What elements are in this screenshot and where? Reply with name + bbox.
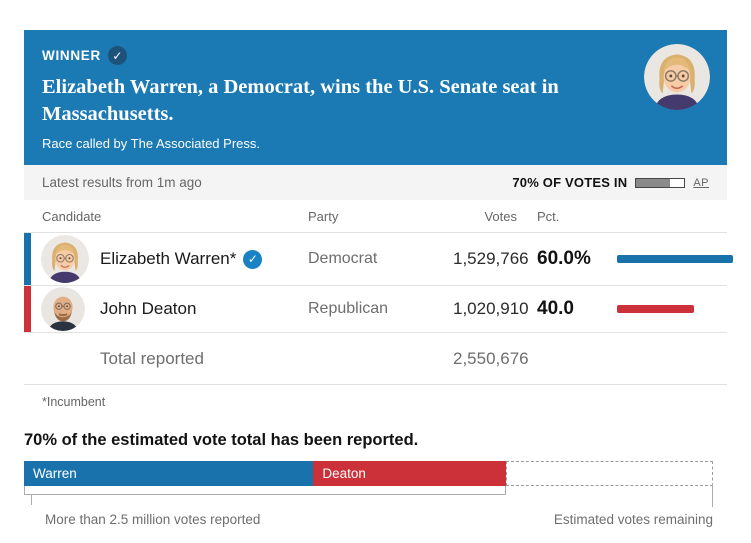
party-deaton: Republican <box>308 300 389 317</box>
winner-label: WINNER <box>42 48 101 63</box>
total-reported-value: 2,550,676 <box>453 348 529 368</box>
latest-results-text: Latest results from 1m ago <box>42 175 202 190</box>
winner-check-icon: ✓ <box>107 46 127 65</box>
deaton-avatar-illustration <box>41 287 85 331</box>
stack-segment-warren: Warren <box>24 461 314 486</box>
race-called-note: Race called by The Associated Press. <box>42 136 260 152</box>
column-header-votes: Votes <box>484 208 517 224</box>
pct-bar-deaton <box>617 305 695 313</box>
warren-photo <box>644 44 710 110</box>
pct-warren: 60.0% <box>537 248 591 269</box>
headline: Elizabeth Warren, a Democrat, wins the U… <box>42 76 559 126</box>
deaton-row-avatar <box>41 287 85 331</box>
votes-in-meter <box>635 177 686 188</box>
estimate-stacked-bar: Warren Deaton <box>24 461 713 486</box>
pct-bar-warren <box>617 255 733 263</box>
estimated-vote-section: 70% of the estimated vote total has been… <box>24 431 713 527</box>
column-header-pct: Pct. <box>537 208 560 224</box>
winner-banner: WINNER ✓ Elizabeth Warren, a Democrat, w… <box>24 30 727 165</box>
table-row-warren: Elizabeth Warren* ✓ Democrat 1,529,766 6… <box>24 233 733 286</box>
votes-in-group: 70% OF VOTES IN AP <box>512 175 709 190</box>
reported-tick <box>31 495 32 505</box>
reported-bracket-zone <box>24 483 713 510</box>
pct-bar-cell <box>593 255 733 263</box>
pct-bar-track <box>617 255 751 263</box>
election-results-module: WINNER ✓ Elizabeth Warren, a Democrat, w… <box>24 30 733 527</box>
warren-avatar-illustration <box>644 44 710 110</box>
pct-bar-cell <box>593 305 727 313</box>
total-reported-label: Total reported <box>100 348 204 368</box>
warren-party-strip <box>24 233 31 285</box>
votes-deaton: 1,020,910 <box>453 299 529 318</box>
reported-bracket <box>24 486 507 495</box>
remaining-tick <box>712 483 713 507</box>
status-bar: Latest results from 1m ago 70% OF VOTES … <box>24 165 727 200</box>
deaton-party-strip <box>24 286 31 332</box>
stack-segment-deaton: Deaton <box>313 461 507 486</box>
candidate-name-deaton: John Deaton <box>100 299 308 319</box>
candidate-name-text: John Deaton <box>100 299 197 318</box>
table-row-deaton: John Deaton Republican 1,020,910 40.0 <box>24 286 727 333</box>
pct-bar-track <box>617 305 751 313</box>
estimate-title: 70% of the estimated vote total has been… <box>24 431 419 449</box>
winner-check-icon: ✓ <box>243 249 263 269</box>
votes-in-meter-fill <box>636 178 670 187</box>
winner-row: WINNER ✓ <box>42 46 709 65</box>
stack-segment-remaining <box>506 461 713 486</box>
candidate-name-text: Elizabeth Warren* <box>100 249 237 268</box>
party-warren: Democrat <box>308 250 378 267</box>
warren-row-avatar <box>41 235 89 283</box>
votes-warren: 1,529,766 <box>453 249 529 268</box>
ap-source-link[interactable]: AP <box>693 176 709 189</box>
candidate-name-warren: Elizabeth Warren* ✓ <box>100 249 308 269</box>
warren-avatar-illustration <box>41 235 89 283</box>
column-header-candidate: Candidate <box>42 208 102 224</box>
stack-captions: More than 2.5 million votes reported Est… <box>24 512 713 527</box>
total-reported-row: Total reported 2,550,676 <box>24 333 727 385</box>
column-header-party: Party <box>308 208 339 224</box>
votes-in-label: 70% OF VOTES IN <box>512 175 628 190</box>
table-header-row: Candidate Party Votes Pct. <box>24 200 727 233</box>
reported-caption: More than 2.5 million votes reported <box>45 512 261 527</box>
remaining-caption: Estimated votes remaining <box>553 512 713 527</box>
incumbent-footnote: *Incumbent <box>42 395 106 409</box>
pct-deaton: 40.0 <box>537 298 574 319</box>
